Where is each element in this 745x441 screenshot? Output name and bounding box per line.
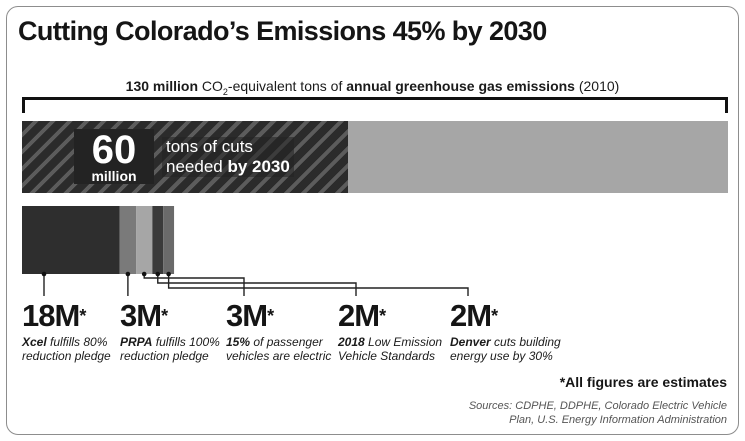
item-desc-line2: Vehicle Standards	[338, 349, 435, 363]
total-text-bold: annual greenhouse gas emissions	[346, 78, 575, 94]
item-desc-rest: Low Emission	[364, 335, 443, 349]
sources-line1: Sources: CDPHE, DDPHE, Colorado Electric…	[468, 400, 727, 412]
item-0: 18M* Xcel fulfills 80% reduction pledge	[22, 300, 111, 364]
sources: Sources: CDPHE, DDPHE, Colorado Electric…	[427, 399, 727, 427]
item-desc-rest: of passenger	[250, 335, 323, 349]
item-value-text: 18M	[22, 298, 80, 333]
connector-dot-0	[41, 271, 47, 277]
total-value: 130 million	[125, 78, 199, 94]
item-value-text: 3M	[120, 298, 162, 333]
item-value-star: *	[491, 306, 498, 326]
total-emissions-label: 130 million CO2-equivalent tons of annua…	[0, 78, 745, 97]
segment-bar-4	[163, 206, 175, 274]
cuts-line2-bold: by 2030	[227, 157, 290, 176]
item-value-star: *	[379, 306, 386, 326]
item-value: 18M*	[22, 300, 111, 332]
item-desc-bold: Denver	[450, 335, 491, 349]
item-3: 2M* 2018 Low Emission Vehicle Standards	[338, 300, 442, 364]
item-value-star: *	[79, 306, 86, 326]
item-desc-rest: fulfills 100%	[152, 335, 220, 349]
estimates-note: *All figures are estimates	[559, 374, 727, 390]
cuts-line2: needed by 2030	[166, 157, 290, 177]
item-value-text: 3M	[226, 298, 268, 333]
connector-line-3	[157, 274, 357, 296]
cuts-number-box: 60 million	[74, 129, 154, 184]
item-desc-line2: reduction pledge	[22, 349, 111, 363]
item-description: 2018 Low Emission Vehicle Standards	[338, 335, 442, 363]
item-desc-line2: energy use by 30%	[450, 349, 553, 363]
item-desc-line2: vehicles are electric	[226, 349, 332, 363]
co2-subscript: 2	[222, 86, 228, 97]
cuts-number: 60	[91, 128, 137, 172]
item-value: 2M*	[338, 300, 442, 332]
item-desc-bold: 2018	[338, 335, 365, 349]
total-text-middle: -equivalent tons of	[227, 78, 347, 94]
connector-dot-4	[166, 271, 171, 277]
connector-dot-1	[125, 271, 131, 277]
item-description: Denver cuts building energy use by 30%	[450, 335, 561, 363]
item-description: PRPA fulfills 100% reduction pledge	[120, 335, 220, 363]
connector-line-4	[167, 274, 469, 296]
item-value: 3M*	[226, 300, 331, 332]
item-desc-bold: PRPA	[120, 335, 153, 349]
cuts-line2-prefix: needed	[166, 157, 228, 176]
total-text-end: (2010)	[574, 78, 620, 94]
item-desc-line2: reduction pledge	[120, 349, 209, 363]
segment-bar-3	[152, 206, 164, 274]
cuts-unit: million	[91, 168, 137, 184]
chart-title: Cutting Colorado’s Emissions 45% by 2030	[18, 16, 547, 46]
sources-line2: Plan, U.S. Energy Information Administra…	[509, 414, 727, 426]
connector-line-2	[143, 274, 245, 296]
connector-dot-2	[141, 271, 147, 277]
segment-bar-2	[136, 206, 153, 274]
item-value: 3M*	[120, 300, 220, 332]
item-desc-rest: fulfills 80%	[46, 335, 108, 349]
segment-bar-1	[119, 206, 137, 274]
item-desc-bold: Xcel	[22, 335, 47, 349]
co2-prefix: CO	[201, 78, 223, 94]
item-value-star: *	[267, 306, 274, 326]
cuts-line1: tons of cuts	[166, 137, 253, 156]
item-value: 2M*	[450, 300, 561, 332]
item-desc-bold: 15%	[226, 335, 251, 349]
item-description: 15% of passenger vehicles are electric	[226, 335, 331, 363]
item-value-text: 2M	[338, 298, 380, 333]
total-bracket	[22, 97, 728, 113]
item-4: 2M* Denver cuts building energy use by 30%	[450, 300, 561, 364]
connector-dot-3	[155, 271, 161, 277]
item-value-star: *	[161, 306, 168, 326]
segment-bar-0	[22, 206, 120, 274]
item-2: 3M* 15% of passenger vehicles are electric	[226, 300, 331, 364]
item-desc-rest: cuts building	[490, 335, 561, 349]
item-value-text: 2M	[450, 298, 492, 333]
cuts-text: tons of cuts needed by 2030	[162, 137, 294, 177]
item-1: 3M* PRPA fulfills 100% reduction pledge	[120, 300, 220, 364]
item-description: Xcel fulfills 80% reduction pledge	[22, 335, 111, 363]
